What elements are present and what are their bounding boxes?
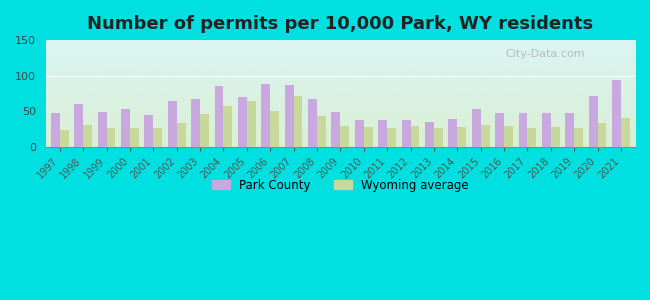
Bar bbox=[317, 116, 326, 147]
Bar bbox=[597, 123, 606, 147]
Bar bbox=[542, 113, 551, 147]
Bar bbox=[74, 104, 83, 147]
Bar bbox=[247, 100, 255, 147]
Bar bbox=[551, 127, 560, 147]
Bar bbox=[153, 128, 162, 147]
Bar bbox=[378, 120, 387, 147]
Text: City-Data.com: City-Data.com bbox=[505, 49, 585, 58]
Bar bbox=[411, 126, 419, 147]
Bar bbox=[472, 109, 480, 147]
Bar bbox=[261, 84, 270, 147]
Bar bbox=[308, 99, 317, 147]
Bar bbox=[589, 96, 597, 147]
Bar bbox=[574, 128, 583, 147]
Bar bbox=[425, 122, 434, 147]
Bar bbox=[98, 112, 107, 147]
Bar bbox=[480, 125, 489, 147]
Bar bbox=[332, 112, 341, 147]
Bar bbox=[177, 123, 185, 147]
Bar bbox=[527, 128, 536, 147]
Bar bbox=[214, 86, 224, 147]
Bar bbox=[51, 112, 60, 147]
Bar bbox=[364, 127, 372, 147]
Title: Number of permits per 10,000 Park, WY residents: Number of permits per 10,000 Park, WY re… bbox=[87, 15, 593, 33]
Bar bbox=[458, 127, 466, 147]
Bar bbox=[168, 100, 177, 147]
Bar bbox=[387, 128, 396, 147]
Bar bbox=[355, 121, 364, 147]
Bar bbox=[495, 112, 504, 147]
Bar bbox=[566, 113, 574, 147]
Bar bbox=[285, 85, 294, 147]
Bar bbox=[60, 130, 69, 147]
Bar bbox=[434, 128, 443, 147]
Bar bbox=[504, 126, 513, 147]
Bar bbox=[341, 126, 349, 147]
Bar bbox=[294, 96, 302, 147]
Bar bbox=[191, 99, 200, 147]
Legend: Park County, Wyoming average: Park County, Wyoming average bbox=[207, 174, 474, 196]
Bar bbox=[270, 111, 279, 147]
Bar bbox=[224, 106, 232, 147]
Bar bbox=[130, 128, 139, 147]
Bar bbox=[121, 109, 130, 147]
Bar bbox=[448, 119, 458, 147]
Bar bbox=[107, 128, 116, 147]
Bar bbox=[238, 97, 247, 147]
Bar bbox=[621, 118, 630, 147]
Bar bbox=[402, 120, 411, 147]
Bar bbox=[519, 112, 527, 147]
Bar bbox=[200, 114, 209, 147]
Bar bbox=[83, 125, 92, 147]
Bar bbox=[144, 116, 153, 147]
Bar bbox=[612, 80, 621, 147]
